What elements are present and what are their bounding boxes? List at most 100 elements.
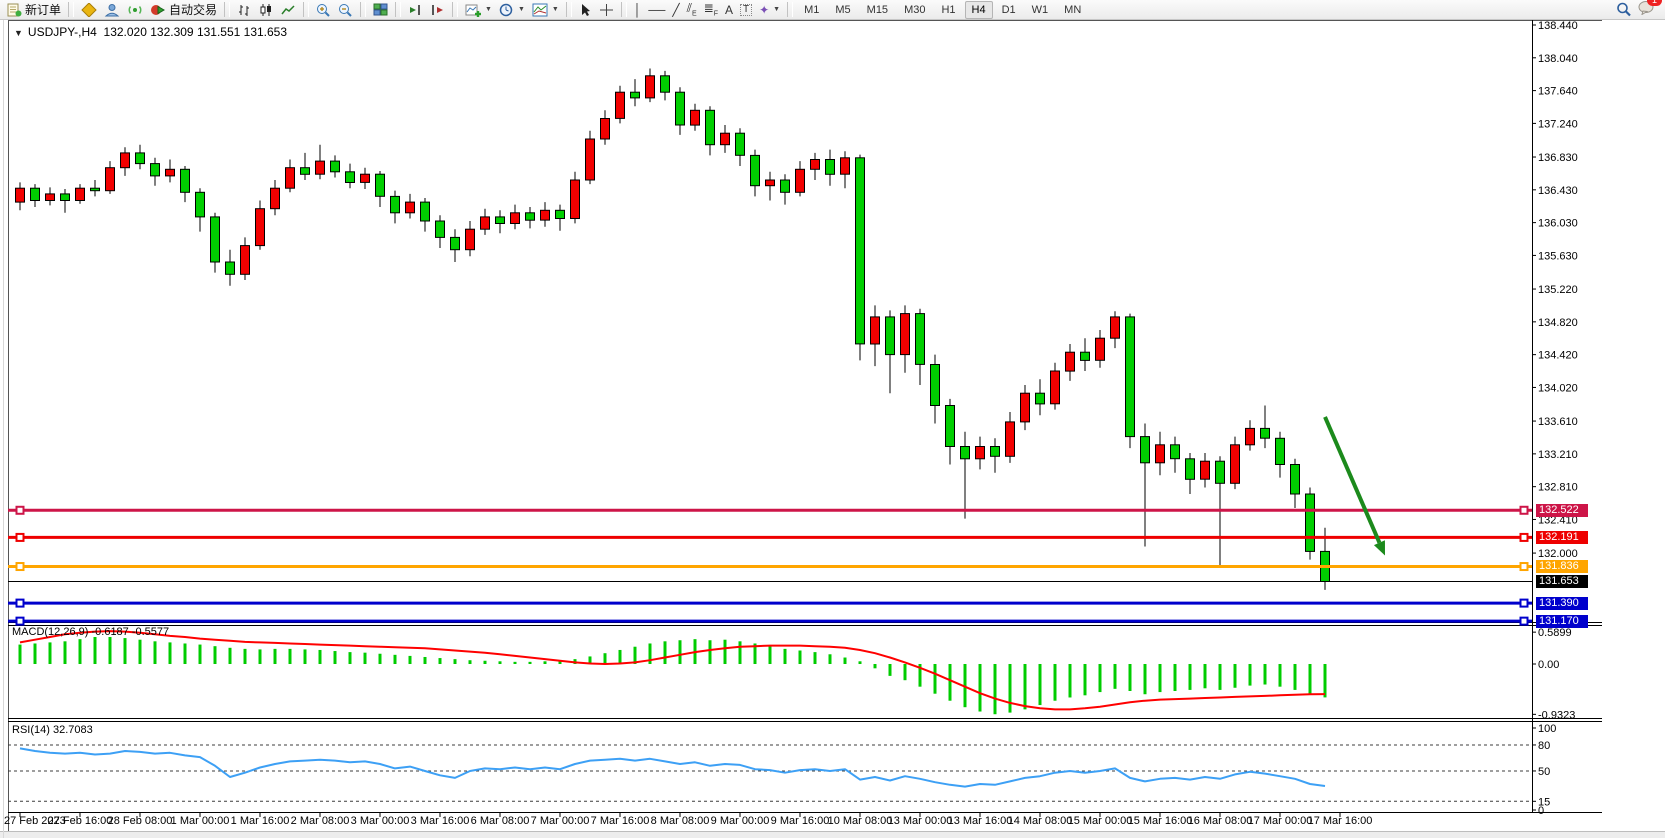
price-badge-132.191: 132.191 bbox=[1536, 530, 1588, 544]
macd-tick-label: 0.5899 bbox=[1538, 627, 1572, 639]
tf-button-m5[interactable]: M5 bbox=[835, 3, 851, 16]
candle-down bbox=[660, 75, 670, 93]
tf-button-d1[interactable]: D1 bbox=[1001, 3, 1016, 16]
indicators-button[interactable]: ▼ bbox=[462, 1, 495, 19]
indicators-icon bbox=[465, 4, 482, 17]
candle-down bbox=[960, 446, 970, 460]
candle-up bbox=[615, 91, 625, 119]
tf-button-m30[interactable]: M30 bbox=[904, 3, 926, 16]
periods-button[interactable]: ▼ bbox=[496, 1, 528, 19]
tile-windows-button[interactable] bbox=[370, 1, 391, 19]
candle-down bbox=[180, 168, 190, 193]
horizontal-line-button[interactable]: ── bbox=[645, 1, 668, 19]
template-button[interactable]: ▼ bbox=[529, 1, 562, 19]
candlestick-icon bbox=[260, 3, 272, 16]
metaquotes-button[interactable] bbox=[78, 1, 100, 19]
fibonacci-button[interactable]: ≣F bbox=[701, 1, 721, 19]
trend-arrow-head[interactable] bbox=[1373, 540, 1385, 556]
candle-up bbox=[480, 216, 490, 230]
autotrade-button[interactable]: 自动交易 bbox=[147, 1, 220, 19]
text-button[interactable]: A bbox=[722, 1, 736, 19]
autotrade-icon bbox=[151, 4, 166, 15]
chart-title: ▼ USDJPY-,H4 132.020 132.309 131.551 131.… bbox=[14, 25, 287, 39]
price-badge-131.170: 131.170 bbox=[1536, 614, 1588, 628]
macd-tick-label: 0.00 bbox=[1538, 659, 1559, 671]
price-tick-label: 132.000 bbox=[1538, 548, 1578, 560]
zoom-out-icon bbox=[339, 3, 352, 17]
hline-handle[interactable] bbox=[15, 616, 25, 626]
new-order-button[interactable]: 新订单 bbox=[4, 1, 64, 19]
search-icon[interactable] bbox=[1616, 2, 1632, 17]
time-label: 7 Mar 00:00 bbox=[531, 815, 590, 827]
new-order-icon bbox=[7, 3, 22, 16]
one-click-trading-toggle[interactable]: ▼ bbox=[14, 28, 23, 38]
price-tick-label: 136.030 bbox=[1538, 218, 1578, 230]
ohlc-values-label: 132.020 132.309 131.551 131.653 bbox=[103, 25, 288, 39]
tf-button-m1[interactable]: M1 bbox=[804, 3, 820, 16]
tf-button-m15[interactable]: M15 bbox=[866, 3, 889, 16]
candle-down bbox=[945, 405, 955, 447]
rsi-tick-label: 80 bbox=[1538, 740, 1550, 752]
tf-button-h1[interactable]: H1 bbox=[941, 3, 956, 16]
candlestick-button[interactable] bbox=[256, 1, 277, 19]
hline-handle[interactable] bbox=[1519, 562, 1529, 572]
autoscroll-icon bbox=[410, 4, 420, 15]
arrows-button[interactable]: ✦ ▼ bbox=[756, 1, 783, 19]
label-button[interactable]: T bbox=[737, 1, 755, 19]
candle-down bbox=[420, 201, 430, 222]
candle-down bbox=[1185, 458, 1195, 480]
hline-handle[interactable] bbox=[1519, 616, 1529, 626]
hline-handle[interactable] bbox=[15, 505, 25, 515]
signal-button[interactable] bbox=[124, 1, 146, 19]
cursor-button[interactable] bbox=[576, 1, 595, 19]
rsi-tick-label: 100 bbox=[1538, 723, 1556, 735]
zoom-in-icon bbox=[317, 3, 330, 17]
chat-button[interactable]: 1 bbox=[1638, 0, 1662, 20]
candle-down bbox=[195, 191, 205, 218]
candle-up bbox=[45, 193, 55, 201]
hline-handle[interactable] bbox=[1519, 532, 1529, 542]
candle-down bbox=[330, 160, 340, 173]
zoom-in-button[interactable] bbox=[313, 1, 334, 19]
candle-down bbox=[495, 216, 505, 224]
candle-down bbox=[735, 132, 745, 156]
hline-handle[interactable] bbox=[15, 562, 25, 572]
hline-handle[interactable] bbox=[1519, 505, 1529, 515]
channel-button[interactable]: ⫽E bbox=[684, 1, 700, 19]
arrows-icon: ✦ bbox=[759, 2, 770, 17]
hline-handle[interactable] bbox=[1519, 598, 1529, 608]
tf-button-w1[interactable]: W1 bbox=[1031, 3, 1049, 16]
chart-shift-button[interactable] bbox=[427, 1, 448, 19]
candle-up bbox=[15, 187, 25, 203]
tf-button-mn[interactable]: MN bbox=[1064, 3, 1082, 16]
line-chart-button[interactable] bbox=[278, 1, 299, 19]
candle-down bbox=[450, 236, 460, 251]
trendline-button[interactable]: ╱ bbox=[669, 1, 682, 19]
crosshair-button[interactable] bbox=[596, 1, 617, 19]
candle-down bbox=[555, 209, 565, 220]
candle-up bbox=[1005, 421, 1015, 457]
time-label: 27 Feb 2023 bbox=[4, 815, 66, 827]
tile-windows-icon bbox=[373, 3, 388, 15]
time-label: 10 Mar 08:00 bbox=[828, 815, 893, 827]
candle-up bbox=[360, 173, 370, 183]
macd-indicator-label: MACD(12,26,9) -0.6187 -0.5577 bbox=[12, 626, 169, 638]
hline-handle[interactable] bbox=[15, 598, 25, 608]
vertical-line-button[interactable]: │ bbox=[631, 1, 645, 19]
new-order-label: 新订单 bbox=[25, 3, 62, 17]
profile-button[interactable] bbox=[101, 1, 123, 19]
ohlc-bars-button[interactable] bbox=[234, 1, 255, 19]
hline-handle[interactable] bbox=[15, 532, 25, 542]
zoom-out-button[interactable] bbox=[335, 1, 356, 19]
label-icon: T bbox=[739, 3, 753, 16]
candle-down bbox=[435, 220, 445, 238]
tf-button-h4[interactable]: H4 bbox=[964, 0, 993, 19]
cursor-icon bbox=[581, 3, 590, 16]
time-label: 17 Mar 16:00 bbox=[1308, 815, 1373, 827]
price-tick-label: 135.630 bbox=[1538, 250, 1578, 262]
candle-up bbox=[645, 75, 655, 99]
autoscroll-button[interactable] bbox=[405, 1, 426, 19]
ohlc-bars-icon bbox=[239, 4, 250, 16]
candle-down bbox=[885, 316, 895, 356]
